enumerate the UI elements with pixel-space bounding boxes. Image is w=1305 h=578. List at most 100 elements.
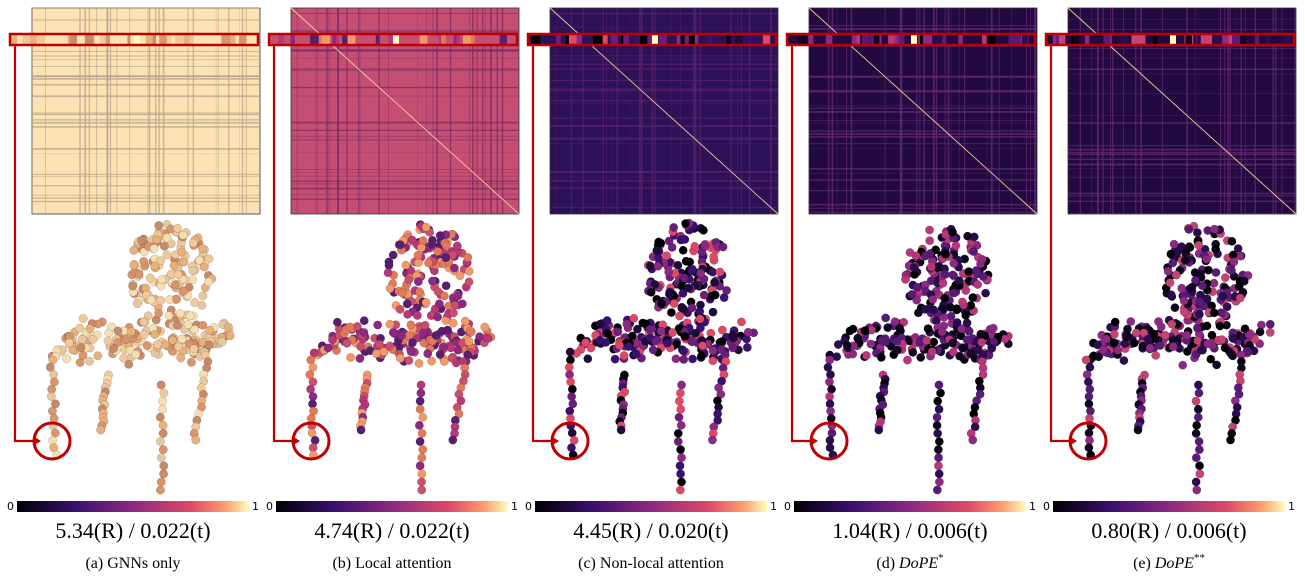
point — [137, 236, 145, 244]
strip-cell — [888, 35, 894, 44]
point — [1192, 478, 1200, 486]
point — [453, 242, 461, 250]
point — [1156, 341, 1164, 349]
point — [691, 242, 699, 250]
point — [484, 334, 492, 342]
point — [1120, 356, 1128, 364]
point — [440, 357, 448, 365]
caption-sup: * — [938, 552, 944, 564]
strip-cell — [611, 35, 618, 44]
strip-cell — [603, 35, 608, 44]
point — [428, 277, 436, 285]
point — [854, 334, 862, 342]
point — [156, 437, 164, 445]
point — [934, 445, 942, 453]
point — [909, 348, 917, 356]
colorbar-max: 1 — [1029, 500, 1036, 513]
point — [174, 343, 182, 351]
point — [1157, 323, 1165, 331]
point — [568, 429, 576, 437]
point — [681, 235, 689, 243]
point — [356, 354, 364, 362]
point — [566, 378, 574, 386]
strip-cell — [677, 35, 680, 44]
point — [677, 381, 685, 389]
point — [596, 336, 604, 344]
point — [744, 328, 752, 336]
point — [186, 312, 194, 320]
point — [950, 259, 958, 267]
colorbar-min: 0 — [7, 500, 14, 513]
strip-cell — [23, 35, 31, 44]
point — [85, 357, 93, 365]
point — [967, 350, 975, 358]
point — [1210, 309, 1218, 317]
point — [1171, 303, 1179, 311]
strip-cell — [454, 35, 457, 44]
point — [1130, 339, 1138, 347]
point — [674, 437, 682, 445]
point — [405, 356, 413, 364]
point — [408, 339, 416, 347]
strip-cell — [1120, 35, 1128, 44]
point — [140, 330, 148, 338]
point — [396, 241, 404, 249]
strip-cell — [862, 35, 870, 44]
point — [159, 445, 167, 453]
strip-cell — [63, 35, 67, 44]
point — [1218, 335, 1226, 343]
point — [432, 331, 440, 339]
point — [710, 278, 718, 286]
point — [1166, 279, 1174, 287]
point — [1195, 462, 1203, 470]
point — [963, 319, 971, 327]
point — [1196, 270, 1204, 278]
point — [1195, 445, 1203, 453]
point — [356, 342, 364, 350]
point — [360, 317, 368, 325]
point — [130, 246, 138, 254]
caption-text: DoPE — [898, 555, 938, 572]
point — [709, 308, 717, 316]
point — [50, 414, 58, 422]
point — [386, 320, 394, 328]
point — [190, 345, 198, 353]
caption-text: Non-local attention — [600, 555, 724, 572]
point — [1193, 228, 1201, 236]
strip-cell — [799, 35, 807, 44]
point — [679, 355, 687, 363]
point — [1152, 351, 1160, 359]
point — [965, 327, 973, 335]
point — [428, 240, 436, 248]
point — [665, 290, 673, 298]
point — [933, 413, 941, 421]
point — [433, 313, 441, 321]
point — [826, 370, 834, 378]
point — [649, 346, 657, 354]
point — [969, 436, 977, 444]
caption-text: GNNs only — [107, 555, 180, 572]
point — [180, 258, 188, 266]
point — [157, 275, 165, 283]
point — [1236, 294, 1244, 302]
point — [948, 228, 956, 236]
point — [1123, 332, 1131, 340]
point — [465, 337, 473, 345]
point — [396, 354, 404, 362]
point — [1194, 413, 1202, 421]
point — [189, 239, 197, 247]
point — [407, 321, 415, 329]
point — [1216, 322, 1224, 330]
point — [1085, 443, 1093, 451]
point — [963, 336, 971, 344]
point — [360, 328, 368, 336]
strip-cell — [982, 35, 987, 44]
point — [375, 340, 383, 348]
point — [935, 470, 943, 478]
point — [849, 325, 857, 333]
point — [156, 413, 164, 421]
point — [1227, 350, 1235, 358]
point — [729, 334, 737, 342]
caption: (d) DoPE* — [876, 552, 943, 572]
point — [1193, 486, 1201, 494]
